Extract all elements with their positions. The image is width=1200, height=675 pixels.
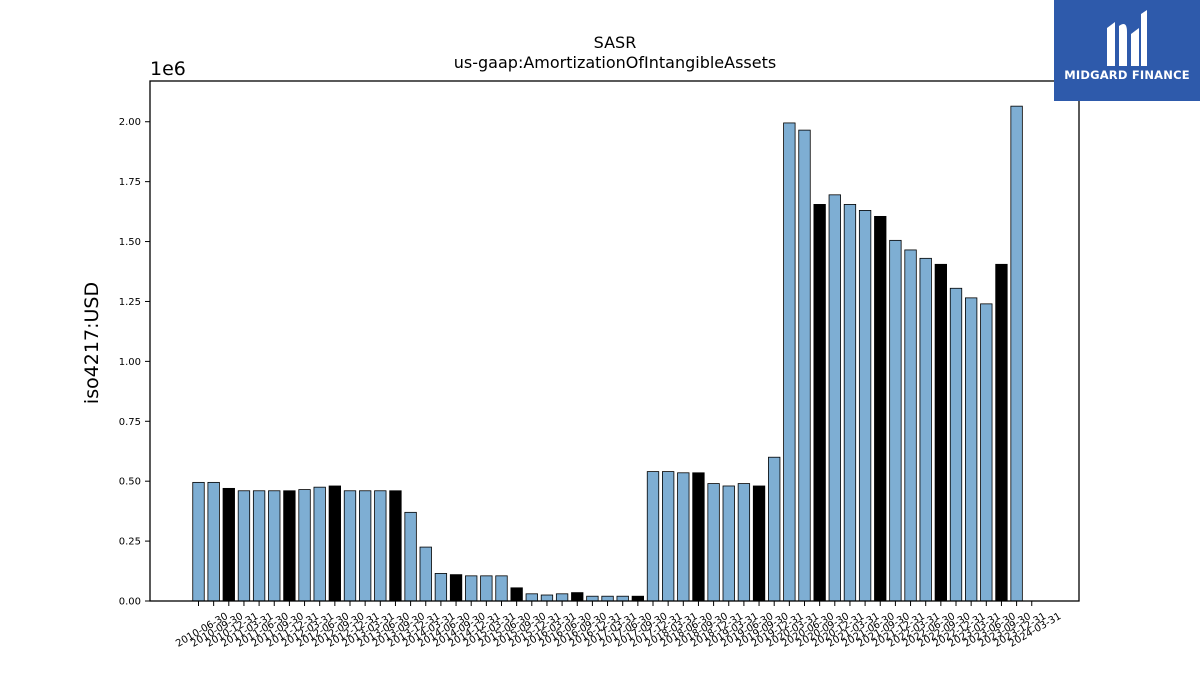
- bar: [631, 595, 644, 602]
- bar: [358, 490, 372, 602]
- bar: [389, 490, 402, 602]
- bar: [601, 595, 614, 602]
- bar: [495, 575, 508, 602]
- y-tick-label: 0.50: [119, 477, 141, 488]
- bar: [798, 129, 811, 602]
- bar: [268, 490, 281, 602]
- bar: [965, 297, 978, 602]
- bar: [752, 485, 766, 602]
- bar: [586, 595, 599, 602]
- chart-subtitle: us-gaap:AmortizationOfIntangibleAssets: [454, 53, 776, 72]
- bar: [768, 456, 781, 602]
- bar: [949, 287, 963, 602]
- bar: [192, 481, 205, 602]
- bar: [843, 204, 857, 602]
- y-scale-label: 1e6: [150, 58, 186, 80]
- bar: [1010, 105, 1023, 602]
- bar: [465, 575, 478, 602]
- bar: [449, 574, 463, 602]
- bar: [783, 122, 796, 602]
- bar: [540, 594, 554, 602]
- y-tick-label: 1.75: [119, 177, 141, 188]
- bar: [313, 486, 326, 602]
- bar: [480, 575, 493, 602]
- bar: [995, 263, 1008, 602]
- bar: [434, 573, 448, 602]
- y-tick-label: 1.50: [119, 237, 141, 248]
- y-tick-label: 0.00: [119, 597, 141, 608]
- bar: [571, 592, 584, 602]
- bar: [374, 490, 387, 602]
- midgard-finance-logo: MIDGARD FINANCE: [1054, 0, 1200, 101]
- bar: [419, 546, 432, 602]
- bar: [677, 472, 690, 602]
- bar: [404, 511, 417, 602]
- bar: [737, 483, 751, 602]
- bar: [722, 485, 735, 602]
- bar: [252, 490, 266, 602]
- logo-text: MIDGARD FINANCE: [1064, 68, 1190, 82]
- bar: [237, 490, 251, 602]
- y-tick-label: 2.00: [119, 117, 141, 128]
- chart-title: SASR: [594, 33, 637, 52]
- bar: [222, 487, 235, 602]
- bar: [919, 257, 932, 602]
- y-tick-label: 1.00: [119, 357, 141, 368]
- bar: [874, 215, 887, 602]
- bar: [707, 483, 720, 602]
- bar: [298, 489, 311, 602]
- bar: [283, 490, 296, 602]
- bar: [813, 204, 826, 602]
- bar: [934, 263, 947, 602]
- bar: [692, 472, 705, 602]
- y-tick-label: 1.25: [119, 297, 141, 308]
- bar: [904, 249, 917, 602]
- bar: [343, 490, 357, 602]
- y-tick-label: 0.25: [119, 537, 141, 548]
- plot-frame: [149, 80, 1080, 602]
- bar: [328, 485, 342, 602]
- bar: [207, 481, 220, 602]
- bar: [616, 595, 629, 602]
- midgard-logo-icon: [1107, 10, 1147, 66]
- y-axis-label: iso4217:USD: [81, 282, 103, 404]
- bar: [646, 471, 660, 602]
- bar: [980, 303, 993, 602]
- bar: [525, 593, 538, 602]
- y-tick-label: 0.75: [119, 417, 141, 428]
- bar: [858, 210, 872, 602]
- bar: [889, 239, 902, 602]
- bar: [555, 593, 569, 602]
- bar: [662, 471, 675, 602]
- bar: [510, 587, 523, 602]
- bar: [828, 194, 841, 602]
